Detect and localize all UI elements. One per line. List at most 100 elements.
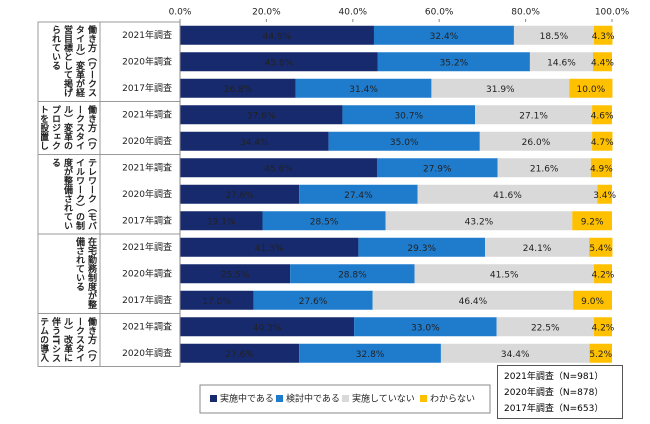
bar-segment [253, 290, 373, 310]
value-label: 37.6% [247, 111, 276, 121]
value-label: 5.4% [589, 244, 612, 254]
value-label: 30.7% [394, 111, 423, 121]
y-tick-label: 2017年調査 [122, 214, 172, 226]
bar-segment [180, 184, 300, 204]
value-label: 27.6% [225, 191, 254, 201]
value-label: 4.3% [592, 32, 615, 42]
bar-segment [180, 105, 343, 125]
value-label: 34.4% [501, 350, 530, 360]
legend-label: 検討中である [286, 393, 340, 405]
value-label: 9.0% [581, 297, 604, 307]
value-label: 33.0% [411, 323, 440, 333]
value-label: 4.2% [591, 270, 614, 280]
bar-segment [475, 105, 593, 125]
value-label: 40.3% [253, 323, 282, 333]
value-label: 3.4% [593, 191, 616, 201]
bar-segment [414, 264, 594, 284]
bar-segment [593, 264, 612, 284]
bar-segment [589, 237, 613, 257]
bar-segment [592, 131, 613, 151]
value-label: 45.8% [265, 58, 294, 68]
bar-segment [354, 317, 497, 337]
bar-segment [180, 211, 263, 231]
value-label: 35.0% [390, 138, 419, 148]
bar-segment [372, 290, 574, 310]
y-tick-label: 2021年調査 [122, 241, 172, 253]
bar-segment [373, 25, 514, 45]
value-label: 19.1% [207, 217, 236, 227]
note: 2020年調査（N=878） [504, 388, 604, 398]
bar-segment [573, 290, 612, 310]
y-tick-label: 2021年調査 [122, 161, 172, 173]
value-label: 22.5% [531, 323, 560, 333]
value-label: 31.4% [349, 85, 378, 95]
group-label: 働き方（ワークスタイル）変革が経営目標として掲げられている [50, 25, 96, 97]
group-label: 働き方（ワークスタイル）変革のプロジェクトを設置している [41, 104, 96, 150]
value-label: 43.2% [465, 217, 494, 227]
bar-segment [180, 52, 378, 72]
bar-segment [529, 52, 593, 72]
legend-label: わからない [430, 394, 475, 405]
bar-segment [597, 184, 612, 204]
value-label: 32.8% [356, 350, 385, 360]
value-label: 17.0% [202, 297, 231, 307]
legend-swatch [210, 395, 217, 402]
value-label: 45.6% [264, 164, 293, 174]
bar-segment [180, 237, 359, 257]
bar-segment [590, 158, 612, 178]
value-label: 24.1% [523, 244, 552, 254]
value-label: 4.6% [591, 111, 614, 121]
bar-segment [299, 343, 441, 363]
bar-segment [180, 25, 374, 45]
bar-segment [593, 317, 612, 337]
value-label: 4.4% [591, 58, 614, 68]
value-label: 4.9% [590, 164, 613, 174]
value-label: 14.6% [547, 58, 576, 68]
y-tick-label: 2021年調査 [122, 29, 172, 41]
legend-swatch [420, 395, 427, 402]
bar-segment [572, 211, 612, 231]
value-label: 35.2% [440, 58, 469, 68]
bar-segment [593, 25, 613, 45]
note: 2021年調査（N=981） [504, 372, 604, 382]
value-label: 27.6% [299, 297, 328, 307]
group-label: 在宅勤務制度が整備されている [74, 237, 96, 309]
bar-segment [262, 211, 386, 231]
bar-segment [180, 158, 377, 178]
bar-segment [180, 78, 296, 98]
bar-segment [592, 52, 612, 72]
notes-box: 2021年調査（N=981） 2020年調査（N=878） 2017年調査（N=65… [497, 365, 623, 419]
x-tick-label: 80.0% [511, 8, 540, 18]
group-label: 働き方（ワークスタイル）改革に伴うITシステムの導入が行われている [41, 316, 96, 363]
bar-segment [431, 78, 570, 98]
y-tick-label: 2021年調査 [122, 108, 172, 120]
value-label: 32.4% [430, 32, 459, 42]
x-tick-label: 40.0% [339, 8, 368, 18]
bar-segment [479, 131, 593, 151]
value-label: 26.8% [224, 85, 253, 95]
x-tick-label: 0.0% [169, 8, 192, 18]
value-label: 44.9% [263, 32, 292, 42]
y-tick-label: 2020年調査 [122, 267, 172, 279]
value-label: 28.5% [310, 217, 339, 227]
value-label: 31.9% [486, 85, 515, 95]
bar-segment [385, 211, 573, 231]
value-label: 4.7% [591, 138, 614, 148]
value-label: 10.0% [577, 85, 606, 95]
value-label: 41.3% [255, 244, 284, 254]
bar-segment [180, 264, 291, 284]
value-label: 28.8% [338, 270, 367, 280]
value-label: 27.4% [344, 191, 373, 201]
value-label: 18.5% [540, 32, 569, 42]
bar-segment [180, 131, 329, 151]
value-label: 26.0% [522, 138, 551, 148]
value-label: 27.9% [423, 164, 452, 174]
value-label: 4.2% [591, 323, 614, 333]
y-tick-label: 2021年調査 [122, 320, 172, 332]
legend-label: 実施中である [220, 393, 274, 405]
y-tick-label: 2020年調査 [122, 135, 172, 147]
bar-segment [589, 343, 612, 363]
value-label: 27.6% [225, 350, 254, 360]
legend-swatch [276, 395, 283, 402]
